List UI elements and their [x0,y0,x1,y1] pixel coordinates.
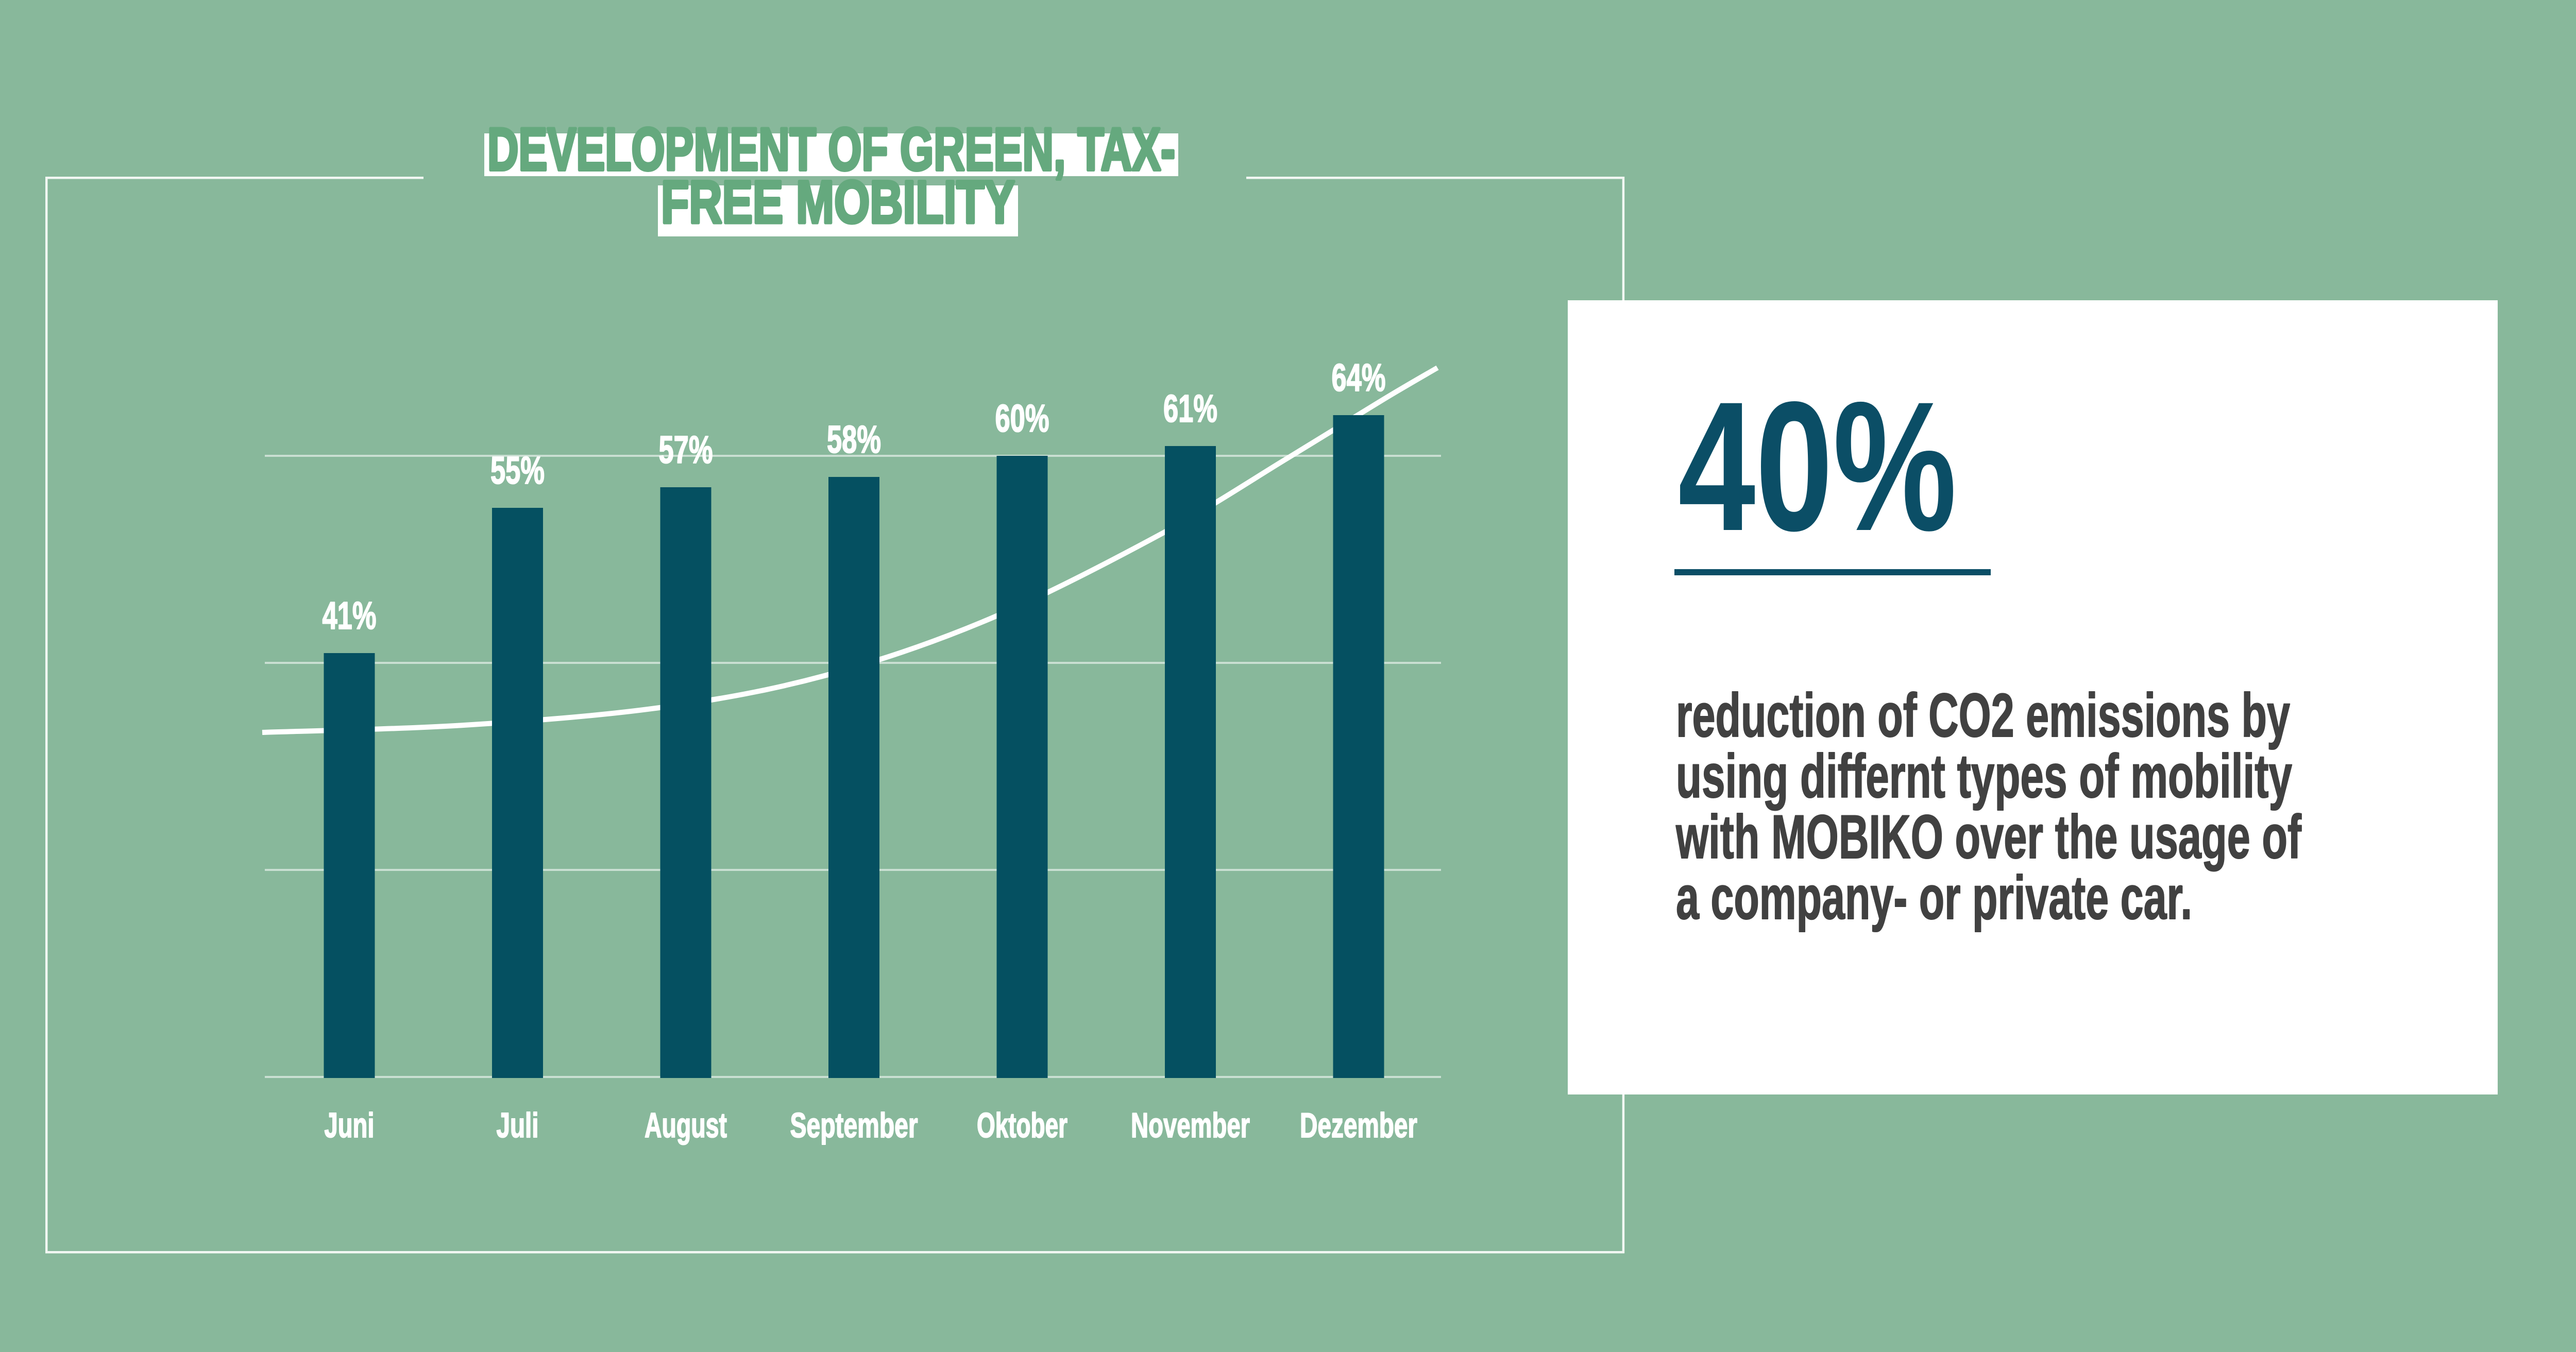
svg-text:57%: 57% [659,428,713,471]
svg-text:Juli: Juli [497,1106,539,1145]
svg-text:reduction of CO2 emissions by: reduction of CO2 emissions by [1676,681,2290,750]
svg-text:a company- or private car.: a company- or private car. [1676,863,2192,932]
svg-text:with MOBIKO over the usage of: with MOBIKO over the usage of [1675,802,2301,871]
svg-text:Oktober: Oktober [977,1106,1067,1145]
svg-text:November: November [1131,1106,1250,1145]
svg-text:DEVELOPMENT OF GREEN, TAX-: DEVELOPMENT OF GREEN, TAX- [487,115,1175,183]
svg-text:FREE MOBILITY: FREE MOBILITY [661,168,1015,236]
svg-text:61%: 61% [1163,387,1217,430]
svg-text:August: August [645,1106,727,1145]
svg-text:40%: 40% [1678,363,1957,569]
svg-text:60%: 60% [995,397,1049,440]
svg-text:using differnt types of mobili: using differnt types of mobility [1676,742,2292,811]
svg-text:September: September [790,1106,918,1145]
svg-text:58%: 58% [827,418,881,461]
svg-text:55%: 55% [490,449,545,492]
svg-text:Dezember: Dezember [1300,1106,1417,1145]
svg-text:Juni: Juni [325,1106,375,1145]
svg-text:41%: 41% [323,594,377,637]
svg-text:64%: 64% [1332,356,1386,399]
